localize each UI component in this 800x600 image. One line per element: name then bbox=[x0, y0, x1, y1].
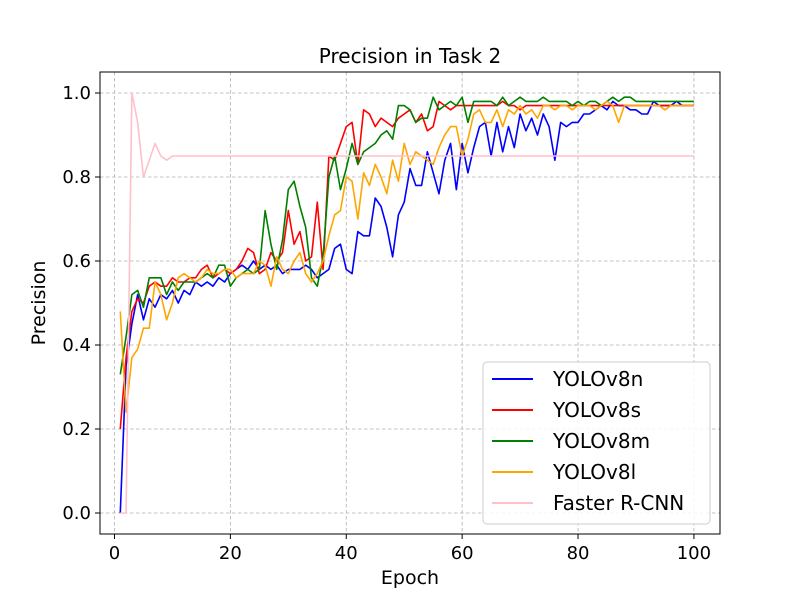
legend-item-yolov8l: YOLOv8l bbox=[492, 460, 636, 484]
series-line-faster-r-cnn bbox=[120, 92, 694, 514]
x-axis-label: Epoch bbox=[381, 567, 439, 589]
axis-ticks: 0 20 40 60 80 100 0.0 0.2 0.4 0.6 0.8 1.0 bbox=[62, 83, 711, 564]
series-line-yolov8m bbox=[119, 96, 694, 375]
x-tick-label: 0 bbox=[109, 543, 120, 564]
x-tick-label: 40 bbox=[335, 543, 358, 564]
y-tick-label: 0.2 bbox=[62, 419, 91, 440]
legend-item-faster-r-cnn: Faster R-CNN bbox=[492, 491, 684, 515]
legend-box bbox=[482, 361, 711, 525]
chart-title: Precision in Task 2 bbox=[319, 44, 501, 68]
legend-item-yolov8m: YOLOv8m bbox=[492, 429, 650, 453]
y-tick-label: 0.0 bbox=[62, 503, 91, 524]
legend-label: YOLOv8l bbox=[552, 460, 636, 484]
series-line-yolov8s bbox=[119, 100, 694, 430]
legend: YOLOv8n YOLOv8s YOLOv8m YOLOv8l Faster R-CNN bbox=[482, 361, 711, 525]
y-tick-label: 0.4 bbox=[62, 335, 91, 356]
x-tick-label: 60 bbox=[451, 543, 474, 564]
legend-label: YOLOv8m bbox=[552, 429, 650, 453]
x-tick-label: 20 bbox=[219, 543, 242, 564]
y-tick-label: 0.8 bbox=[62, 167, 91, 188]
legend-label: YOLOv8n bbox=[552, 367, 643, 391]
x-tick-label: 80 bbox=[567, 543, 590, 564]
legend-label: Faster R-CNN bbox=[553, 491, 684, 515]
series-lines bbox=[119, 92, 694, 514]
series-line-yolov8l bbox=[119, 100, 694, 414]
plot-frame bbox=[99, 71, 721, 535]
y-tick-label: 0.6 bbox=[62, 251, 91, 272]
y-tick-label: 1.0 bbox=[62, 83, 91, 104]
legend-item-yolov8n: YOLOv8n bbox=[492, 367, 643, 391]
y-axis-label: Precision bbox=[28, 261, 50, 346]
legend-label: YOLOv8s bbox=[552, 398, 641, 422]
x-tick-label: 100 bbox=[677, 543, 711, 564]
legend-item-yolov8s: YOLOv8s bbox=[492, 398, 641, 422]
